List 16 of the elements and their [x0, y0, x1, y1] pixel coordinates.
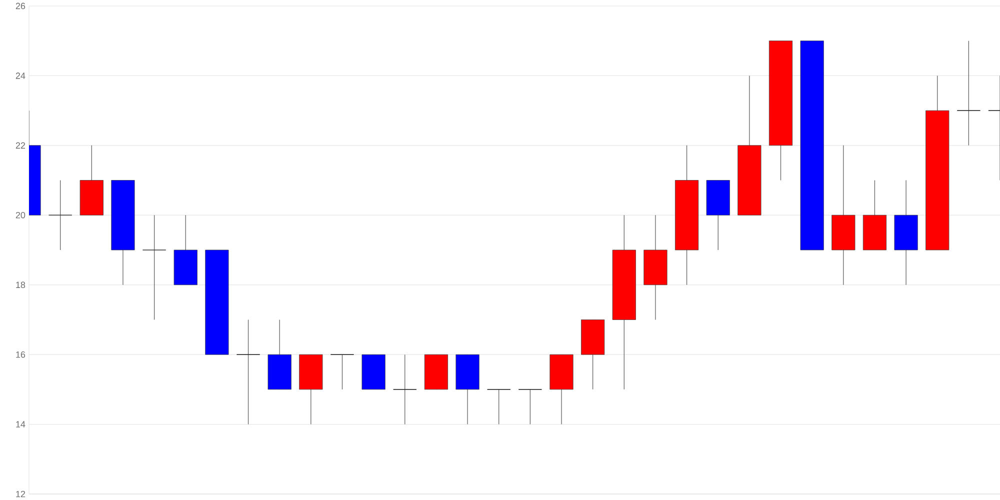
candlestick — [48, 180, 72, 250]
y-tick-label: 16 — [16, 351, 26, 358]
candlestick — [330, 354, 354, 390]
candlestick — [518, 389, 542, 425]
candlestick — [236, 319, 260, 425]
candlestick — [956, 40, 981, 146]
y-tick-label: 24 — [16, 72, 26, 79]
y-tick-label: 18 — [16, 282, 26, 288]
y-tick-label: 12 — [16, 490, 26, 498]
candlestick — [392, 354, 417, 425]
candlestick — [142, 214, 166, 320]
candlestick — [486, 389, 511, 425]
y-tick-label: 26 — [16, 2, 26, 10]
y-tick-label: 20 — [16, 212, 26, 218]
y-tick-label: 14 — [16, 421, 26, 428]
y-tick-label: 22 — [16, 142, 26, 149]
